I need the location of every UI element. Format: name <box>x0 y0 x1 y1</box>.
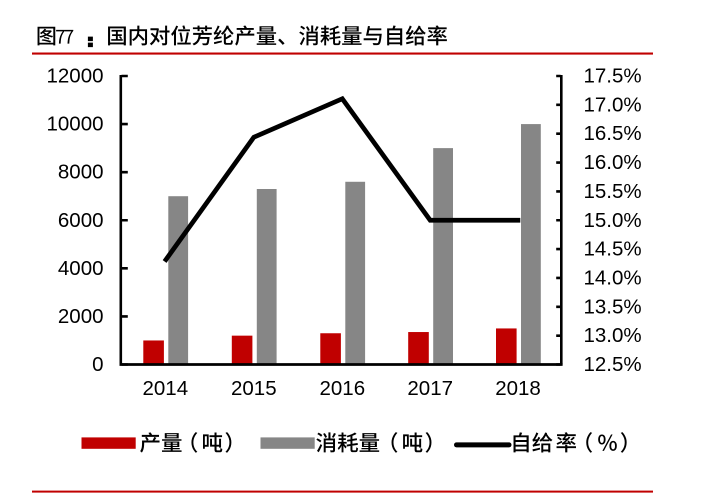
svg-text:15.0%: 15.0% <box>584 209 642 232</box>
svg-text:8000: 8000 <box>58 161 104 184</box>
svg-text:13.0%: 13.0% <box>584 324 642 347</box>
svg-text:13.5%: 13.5% <box>584 295 642 318</box>
svg-text:15.5%: 15.5% <box>584 180 642 203</box>
svg-text:2000: 2000 <box>58 305 104 328</box>
svg-text:10000: 10000 <box>46 113 103 136</box>
svg-text:2016: 2016 <box>319 377 365 400</box>
svg-text:17.0%: 17.0% <box>584 93 642 116</box>
svg-text:16.5%: 16.5% <box>584 122 642 145</box>
svg-text:4000: 4000 <box>58 257 104 280</box>
svg-text:14.5%: 14.5% <box>584 238 642 261</box>
svg-text:2015: 2015 <box>231 377 277 400</box>
svg-text:6000: 6000 <box>58 209 104 232</box>
svg-text:0: 0 <box>92 353 103 376</box>
svg-text:12000: 12000 <box>46 65 103 88</box>
svg-text:12.5%: 12.5% <box>584 353 642 376</box>
svg-text:14.0%: 14.0% <box>584 266 642 289</box>
svg-text:2017: 2017 <box>407 377 453 400</box>
svg-text:17.5%: 17.5% <box>584 65 642 88</box>
svg-text:2014: 2014 <box>142 377 188 400</box>
svg-text:16.0%: 16.0% <box>584 151 642 174</box>
svg-text:2018: 2018 <box>495 377 541 400</box>
